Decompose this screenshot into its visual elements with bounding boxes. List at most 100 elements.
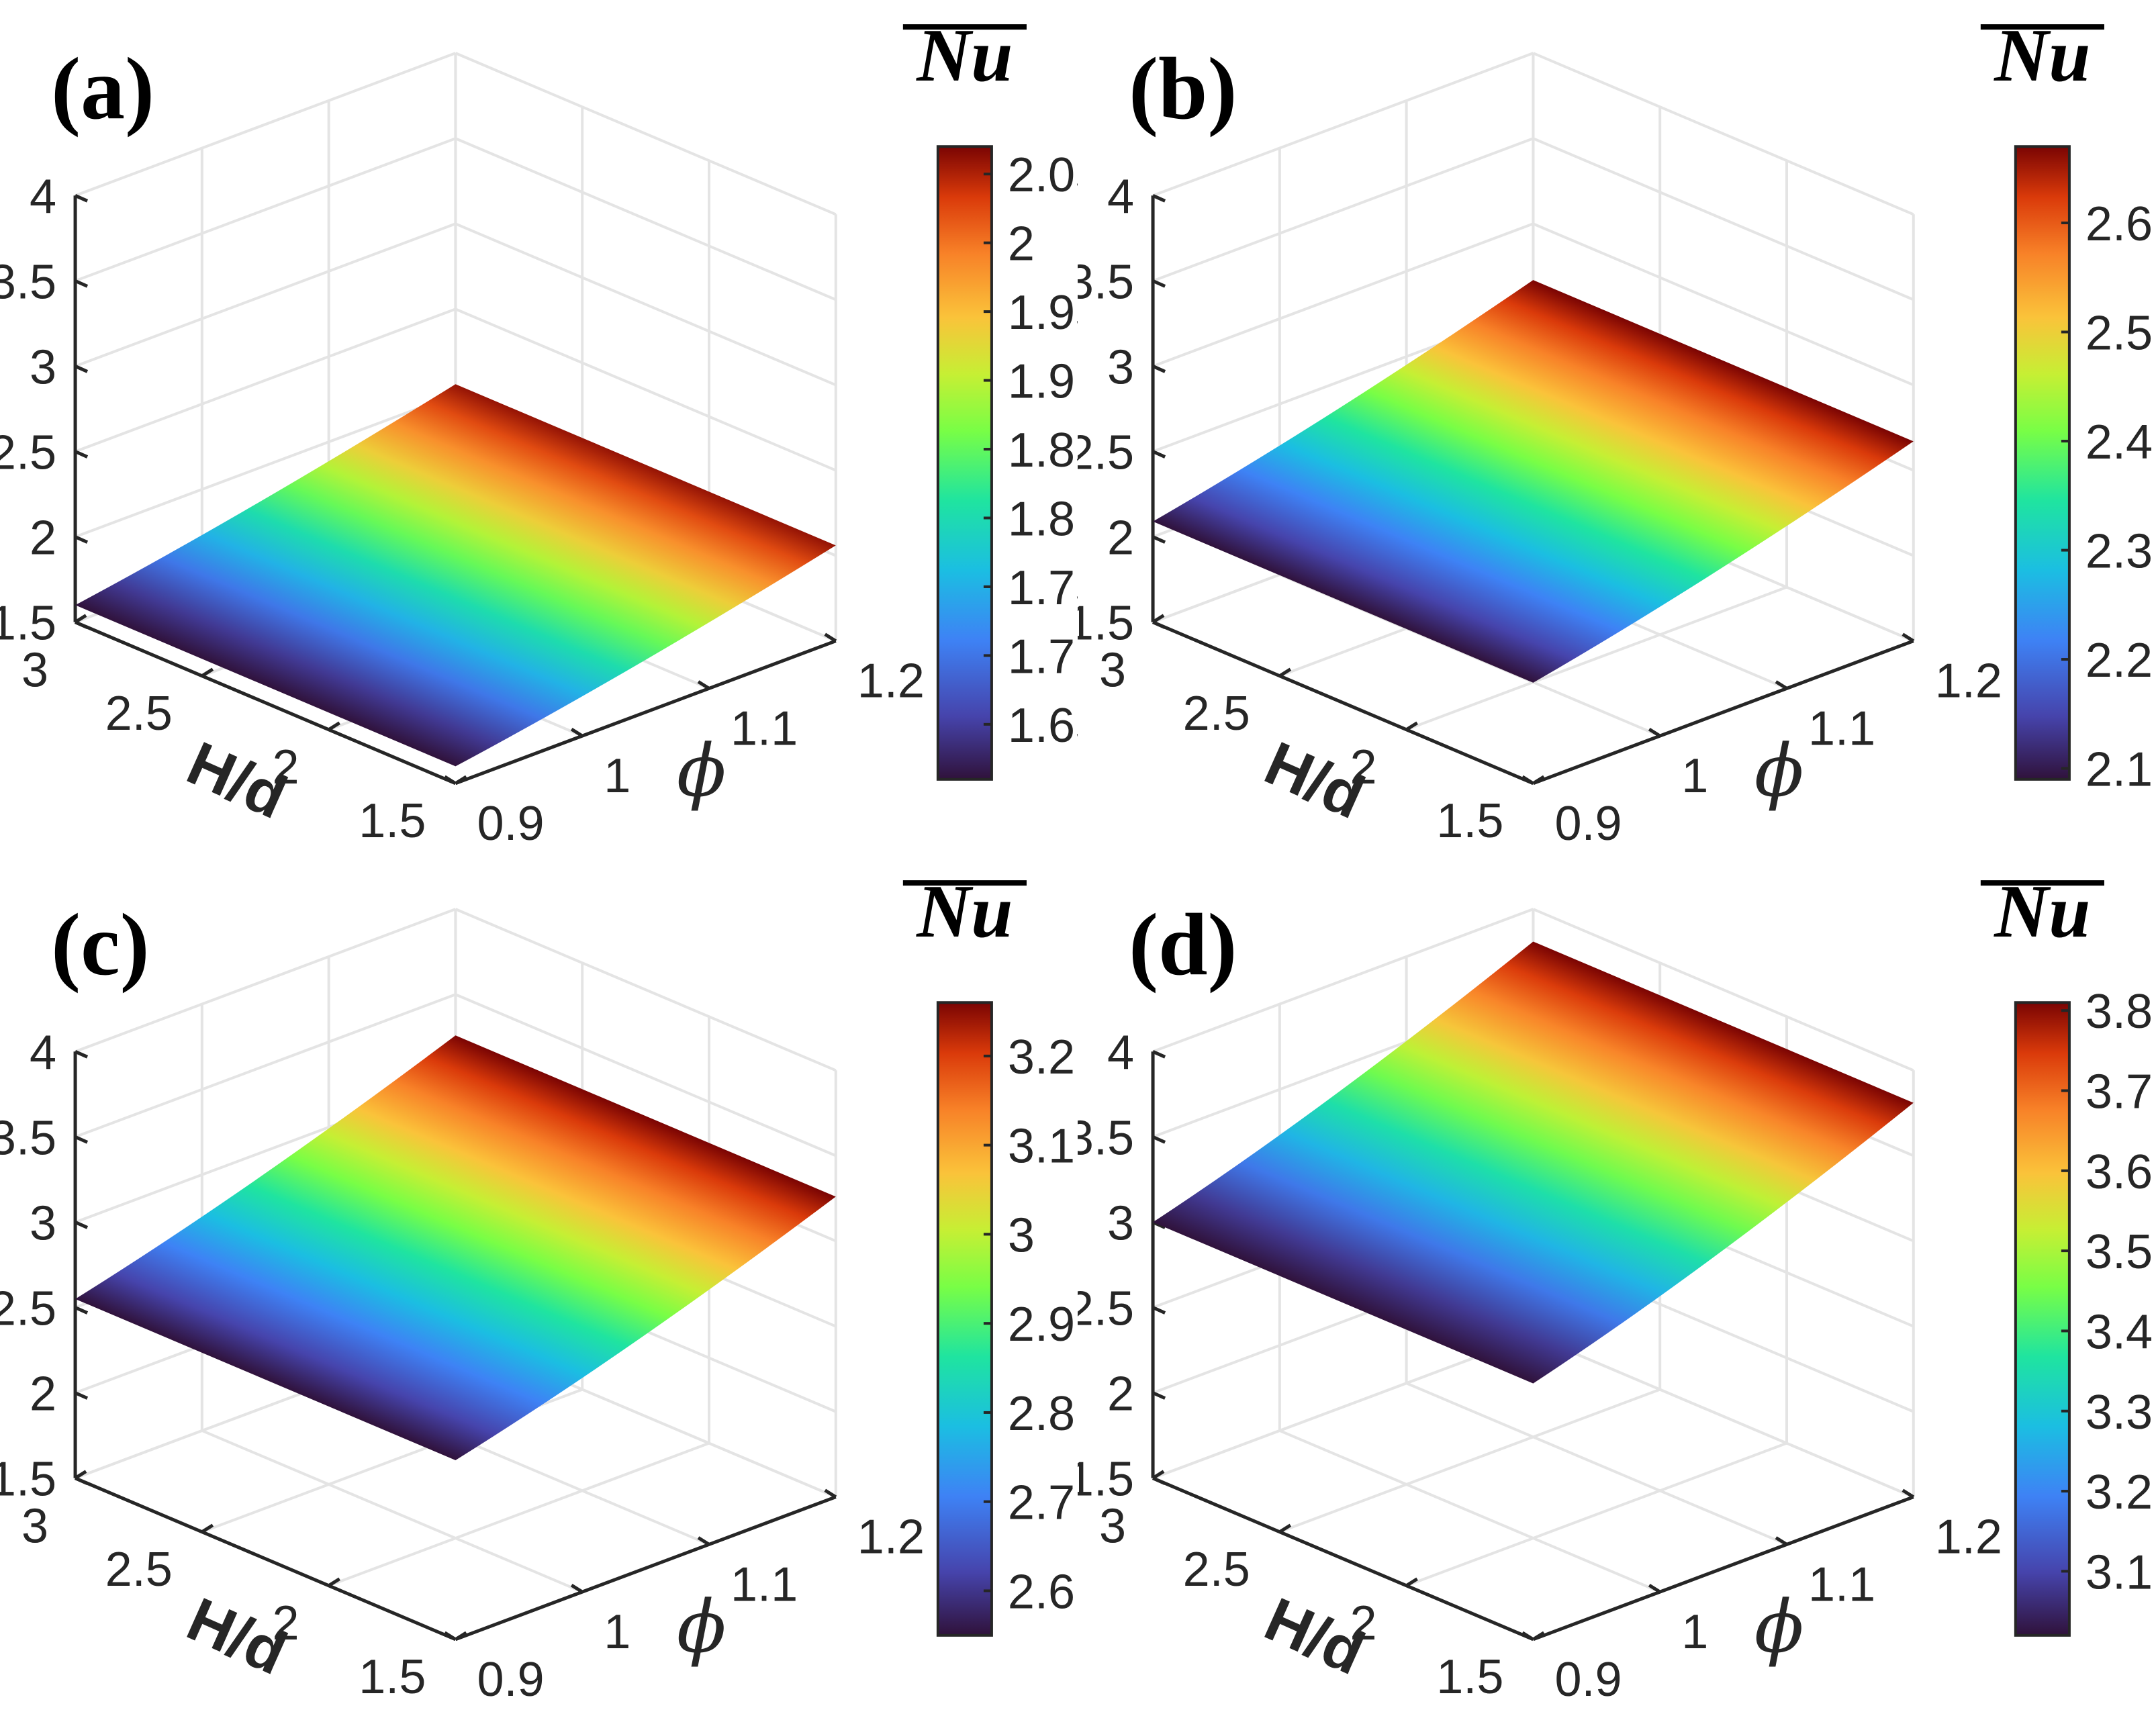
hd-tick — [1278, 667, 1292, 677]
z-tick-label: 1.5 — [1078, 597, 1134, 651]
hd-tick — [455, 1631, 467, 1641]
phi-tick-label: 0.9 — [477, 797, 544, 851]
nu-surface — [1153, 941, 1914, 1384]
hd-tick — [1532, 1631, 1545, 1641]
hd-tick-label: 1.5 — [1436, 1650, 1503, 1704]
z-tick-label: 3.5 — [0, 1111, 56, 1165]
phi-tick-label: 1.2 — [1935, 1511, 2002, 1564]
colorbar — [2014, 1001, 2071, 1637]
z-tick — [75, 1391, 89, 1400]
colorbar-tick-label: 1.7 — [1008, 630, 1075, 683]
colorbar-tick-label: 3.7 — [2085, 1065, 2153, 1119]
z-tick-label: 1.5 — [1078, 1453, 1134, 1507]
colorbar-tick-label: 3.2 — [2085, 1466, 2153, 1519]
panel-label: (d) — [1129, 895, 1237, 994]
wall-gridline — [1532, 52, 1914, 216]
hd-tick-label: 2.5 — [105, 687, 173, 741]
phi-axis-line — [455, 1495, 837, 1642]
colorbar-tick-label: 1.75 — [1008, 561, 1078, 615]
z-tick-label: 3.5 — [1078, 1111, 1134, 1165]
hd-tick — [1532, 775, 1545, 785]
panel-1: 1.522.533.5432.521.50.911.11.2H/dϕ(b)2.1… — [1078, 0, 2155, 856]
wall-gridline — [1532, 222, 1914, 387]
colorbar-tick-label: 2.2 — [2085, 634, 2153, 687]
z-tick — [1152, 1135, 1166, 1144]
z-tick — [1152, 620, 1166, 629]
wall-gridline — [1532, 137, 1914, 301]
colorbar-tick-label: 2.6 — [1008, 1565, 1075, 1619]
colorbar-tick-label: 3.6 — [2085, 1145, 2153, 1199]
wall-gridline — [75, 52, 457, 197]
z-tick-label: 2 — [30, 1368, 56, 1421]
wall-gridline — [75, 307, 457, 453]
colorbar — [936, 145, 993, 781]
phi-axis-line — [455, 639, 837, 786]
floor-gridline — [1405, 1441, 1787, 1587]
hd-tick-label: 3 — [1099, 644, 1126, 698]
wall-gridline — [75, 393, 457, 538]
z-tick-label: 4 — [30, 170, 56, 224]
colorbar-tick-label: 2.5 — [2085, 307, 2153, 361]
phi-tick-label: 1.1 — [1808, 702, 1875, 755]
phi-axis-label: ϕ — [677, 729, 727, 813]
z-tick-label: 1.5 — [0, 1453, 56, 1507]
z-tick — [1152, 1049, 1166, 1059]
z-tick-label: 3.5 — [1078, 255, 1134, 309]
hd-tick — [74, 1470, 87, 1480]
colorbar-tick-label: 2.6 — [2085, 197, 2153, 251]
floor-gridline — [1279, 1429, 1660, 1593]
z-tick — [1152, 193, 1166, 203]
z-tick — [75, 450, 89, 459]
hd-tick — [455, 775, 467, 785]
z-tick — [75, 1049, 89, 1059]
phi-tick — [1775, 1536, 1788, 1546]
colorbar-tick-label: 3 — [1008, 1208, 1035, 1262]
phi-tick — [697, 1536, 710, 1546]
colorbar-tick-label: 1.65 — [1008, 699, 1078, 753]
panel-3: 1.522.533.5432.521.50.911.11.2H/dϕ(d)3.1… — [1078, 856, 2155, 1712]
z-tick — [75, 1135, 89, 1144]
nu-surface — [1153, 280, 1914, 683]
wall-gridline — [1532, 908, 1914, 1072]
colorbar-tick-label: 3.1 — [1008, 1120, 1075, 1174]
floor-gridline — [1405, 1382, 1787, 1546]
floor-gridline — [1405, 585, 1787, 731]
z-tick — [75, 279, 89, 288]
colorbar-tick-label: 3.2 — [1008, 1031, 1075, 1084]
wall-gridline — [1152, 222, 1534, 368]
phi-tick — [1521, 775, 1534, 785]
colorbar-tick-label: 1.9 — [1008, 355, 1075, 409]
phi-tick-label: 0.9 — [1554, 1653, 1622, 1707]
colorbar-tick-label: 2.9 — [1008, 1298, 1075, 1351]
phi-tick-label: 1.1 — [731, 702, 798, 755]
hd-tick — [328, 1577, 340, 1587]
hd-tick — [328, 721, 340, 731]
colorbar-tick-label: 2 — [1008, 218, 1035, 271]
z-tick-label: 3 — [1107, 1196, 1134, 1250]
z-tick — [1152, 450, 1166, 459]
phi-tick — [824, 1488, 837, 1499]
wall-gridline — [455, 222, 837, 387]
phi-tick-label: 1 — [604, 1605, 630, 1659]
colorbar-tick-label: 3.1 — [2085, 1545, 2153, 1599]
panel-0: 1.522.533.5432.521.50.911.11.2H/dϕ(a)1.6… — [0, 0, 1078, 856]
nu-surface — [75, 384, 836, 767]
z-tick — [1152, 365, 1166, 373]
wall-gridline — [1152, 137, 1534, 283]
phi-tick-label: 1 — [1681, 1605, 1708, 1659]
colorbar-tick-label: 2.8 — [1008, 1387, 1075, 1441]
hd-tick-label: 3 — [1099, 1500, 1126, 1554]
phi-tick — [444, 1631, 457, 1641]
wall-gridline — [75, 908, 457, 1053]
colorbar-tick-label: 2.4 — [2085, 416, 2153, 469]
z-tick — [75, 193, 89, 203]
phi-axis-label: ϕ — [1754, 729, 1804, 813]
hd-tick — [74, 614, 87, 624]
phi-tick — [824, 632, 837, 643]
z-tick-label: 2.5 — [0, 426, 56, 480]
phi-tick — [1521, 1631, 1534, 1641]
z-tick-label: 4 — [30, 1026, 56, 1080]
hd-tick-label: 3 — [21, 1500, 48, 1554]
surface-plot: 1.522.533.5432.521.50.911.11.2H/dϕ(a)1.6… — [0, 14, 1078, 851]
phi-tick — [1648, 727, 1661, 738]
